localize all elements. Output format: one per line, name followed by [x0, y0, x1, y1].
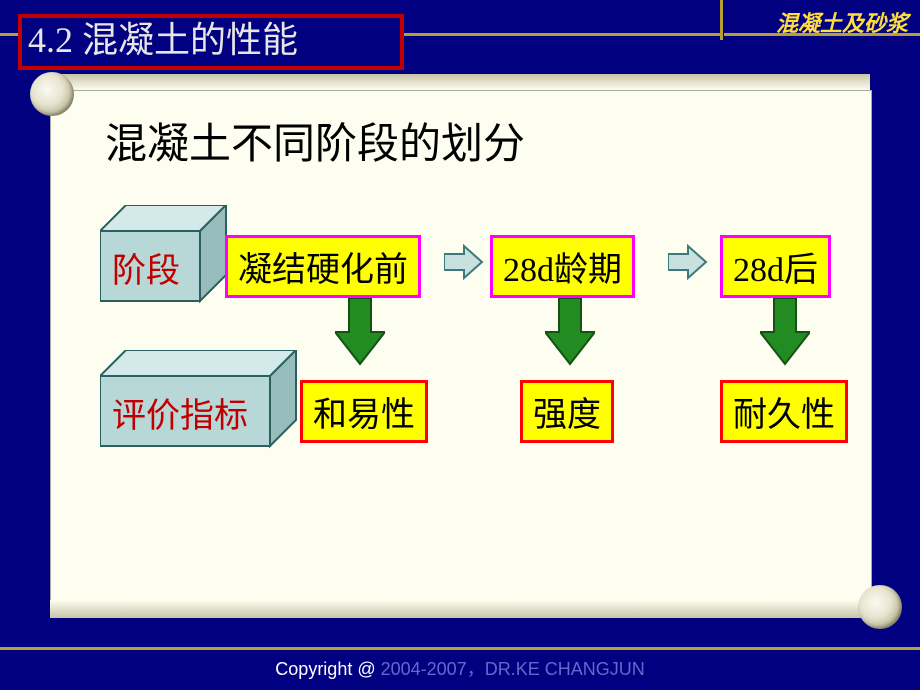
course-title: 混凝土及砂浆	[776, 6, 908, 38]
gold-line-v	[720, 0, 723, 40]
footer: Copyright @ 2004-2007，DR.KE CHANGJUN	[0, 647, 920, 690]
metric-box-dura: 耐久性	[720, 380, 848, 443]
cube-metric: 评价指标	[100, 350, 310, 455]
scroll-roll-tl-icon	[30, 72, 74, 116]
stage-box-pre: 凝结硬化前	[225, 235, 421, 298]
arrow-down-3-icon	[760, 298, 810, 368]
footer-auth: 2004-2007，DR.KE CHANGJUN	[381, 659, 645, 679]
metric-box-work: 和易性	[300, 380, 428, 443]
footer-copy: Copyright @	[275, 659, 380, 679]
scroll-edge-bottom	[50, 600, 870, 618]
cube-stage-label: 阶段	[112, 243, 180, 292]
section-title: 4.2 混凝土的性能	[22, 18, 400, 62]
body-title: 混凝土不同阶段的划分	[105, 110, 525, 171]
scroll-roll-br-icon	[858, 585, 902, 629]
stage-box-d28: 28d龄期	[490, 235, 635, 298]
arrow-down-1-icon	[335, 298, 385, 368]
stage-box-after: 28d后	[720, 235, 831, 298]
arrow-down-2-icon	[545, 298, 595, 368]
metric-box-strength: 强度	[520, 380, 614, 443]
cube-metric-label: 评价指标	[112, 388, 248, 437]
arrow-right-2-icon	[668, 244, 708, 280]
slide: 混凝土及砂浆 4.2 混凝土的性能 混凝土不同阶段的划分 阶段 评价指标 凝结硬…	[0, 0, 920, 690]
scroll-edge-top	[50, 74, 870, 90]
cube-stage: 阶段	[100, 205, 230, 310]
arrow-right-1-icon	[444, 244, 484, 280]
